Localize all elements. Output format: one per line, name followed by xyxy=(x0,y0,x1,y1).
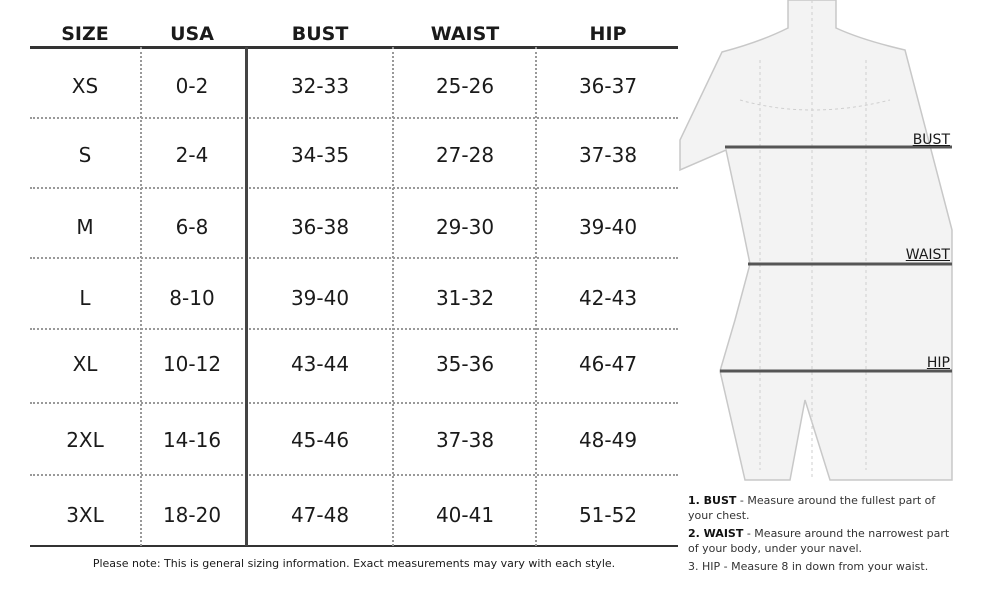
cell: 47-48 xyxy=(290,503,350,527)
mannequin xyxy=(679,0,953,481)
col-rule xyxy=(140,47,142,546)
cell: 6-8 xyxy=(175,215,209,239)
header-cell: USA xyxy=(170,23,214,45)
cell: 3XL xyxy=(66,503,104,527)
instruction-text: - Measure 8 in down from your waist. xyxy=(723,560,929,573)
row-rule xyxy=(30,257,678,259)
instruction: 3. HIP - Measure 8 in down from your wai… xyxy=(688,559,958,574)
instruction-label: 2. WAIST xyxy=(688,527,744,540)
cell: 0-2 xyxy=(175,74,209,98)
row-rule xyxy=(30,402,678,404)
row-rule xyxy=(30,117,678,119)
instruction-label: 1. BUST xyxy=(688,494,737,507)
cell: 14-16 xyxy=(162,428,222,452)
cell: 10-12 xyxy=(162,352,222,376)
col-rule xyxy=(535,47,537,546)
figure-label: BUST xyxy=(912,132,950,148)
cell: 34-35 xyxy=(290,143,350,167)
col-rule xyxy=(392,47,394,546)
cell: 36-37 xyxy=(578,74,638,98)
figure-label: WAIST xyxy=(905,247,950,263)
instruction-text: - Measure around the fullest part of you… xyxy=(688,494,936,522)
cell: 40-41 xyxy=(435,503,495,527)
instructions: 1. BUST - Measure around the fullest par… xyxy=(688,490,958,574)
instruction: 2. WAIST - Measure around the narrowest … xyxy=(688,526,958,556)
cell: 18-20 xyxy=(162,503,222,527)
cell: 42-43 xyxy=(578,286,638,310)
header-cell: HIP xyxy=(589,23,627,45)
cell: L xyxy=(79,286,91,310)
header-cell: WAIST xyxy=(430,23,500,45)
cell: 37-38 xyxy=(578,143,638,167)
instruction: 1. BUST - Measure around the fullest par… xyxy=(688,493,958,523)
cell: S xyxy=(78,143,92,167)
row-rule xyxy=(30,328,678,330)
col-rule xyxy=(245,47,248,546)
cell: 35-36 xyxy=(435,352,495,376)
row-rule xyxy=(30,474,678,476)
cell: 31-32 xyxy=(435,286,495,310)
cell: XL xyxy=(72,352,98,376)
bottom-rule xyxy=(30,545,678,547)
cell: 45-46 xyxy=(290,428,350,452)
cell: 43-44 xyxy=(290,352,350,376)
cell: 32-33 xyxy=(290,74,350,98)
header-rule xyxy=(30,46,678,49)
header-cell: SIZE xyxy=(61,23,109,45)
cell: 37-38 xyxy=(435,428,495,452)
cell: 29-30 xyxy=(435,215,495,239)
cell: 8-10 xyxy=(169,286,215,310)
cell: 48-49 xyxy=(578,428,638,452)
cell: 25-26 xyxy=(435,74,495,98)
cell: 36-38 xyxy=(290,215,350,239)
cell: 46-47 xyxy=(578,352,638,376)
instruction-text: - Measure around the narrowest part of y… xyxy=(688,527,950,555)
figure-label: HIP xyxy=(926,355,950,371)
cell: 39-40 xyxy=(290,286,350,310)
cell: 2-4 xyxy=(175,143,209,167)
note: Please note: This is general sizing info… xyxy=(92,557,616,570)
cell: XS xyxy=(71,74,99,98)
row-rule xyxy=(30,187,678,189)
cell: M xyxy=(76,215,94,239)
cell: 39-40 xyxy=(578,215,638,239)
cell: 2XL xyxy=(66,428,104,452)
instruction-label: 3. HIP xyxy=(688,560,721,573)
cell: 27-28 xyxy=(435,143,495,167)
cell: 51-52 xyxy=(578,503,638,527)
header-cell: BUST xyxy=(291,23,349,45)
